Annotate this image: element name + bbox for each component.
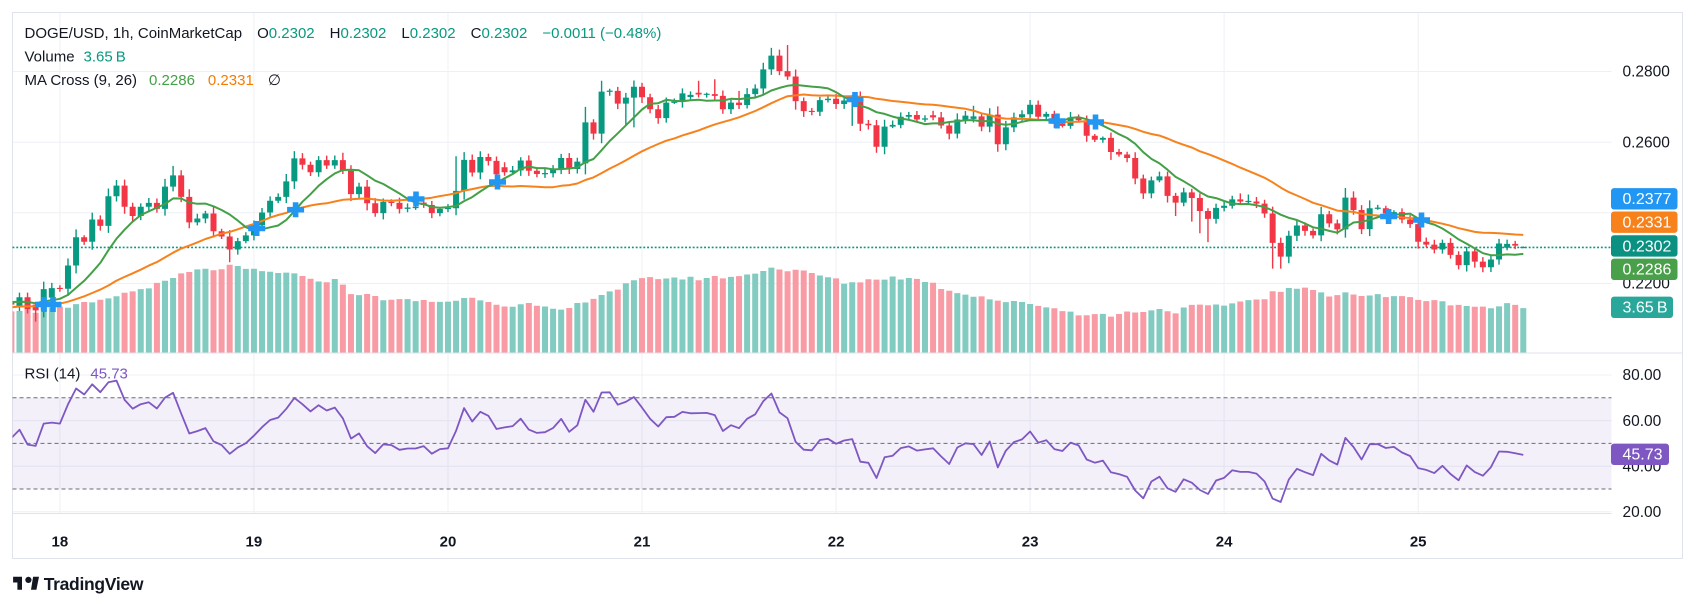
svg-text:RSI (14)45.73: RSI (14) 45.73 <box>25 365 128 382</box>
svg-text:3.65 B: 3.65 B <box>1623 300 1668 317</box>
svg-text:24: 24 <box>1216 534 1233 551</box>
svg-text:19: 19 <box>246 534 263 551</box>
svg-text:60.00: 60.00 <box>1623 413 1662 430</box>
svg-text:0.2286: 0.2286 <box>1623 262 1672 279</box>
svg-text:0.2302: 0.2302 <box>1623 238 1672 255</box>
svg-text:22: 22 <box>828 534 845 551</box>
svg-text:80.00: 80.00 <box>1623 367 1662 384</box>
svg-text:0.2600: 0.2600 <box>1623 134 1671 151</box>
svg-text:0.2800: 0.2800 <box>1623 64 1671 81</box>
svg-text:25: 25 <box>1410 534 1427 551</box>
svg-text:23: 23 <box>1022 534 1039 551</box>
svg-text:21: 21 <box>634 534 651 551</box>
svg-text:20: 20 <box>440 534 457 551</box>
svg-text:0.2331: 0.2331 <box>1623 215 1672 232</box>
svg-text:20.00: 20.00 <box>1623 504 1662 521</box>
svg-text:0.2377: 0.2377 <box>1623 191 1672 208</box>
svg-text:18: 18 <box>52 534 69 551</box>
svg-text:TradingView: TradingView <box>44 574 144 594</box>
svg-text:45.73: 45.73 <box>1623 447 1663 464</box>
